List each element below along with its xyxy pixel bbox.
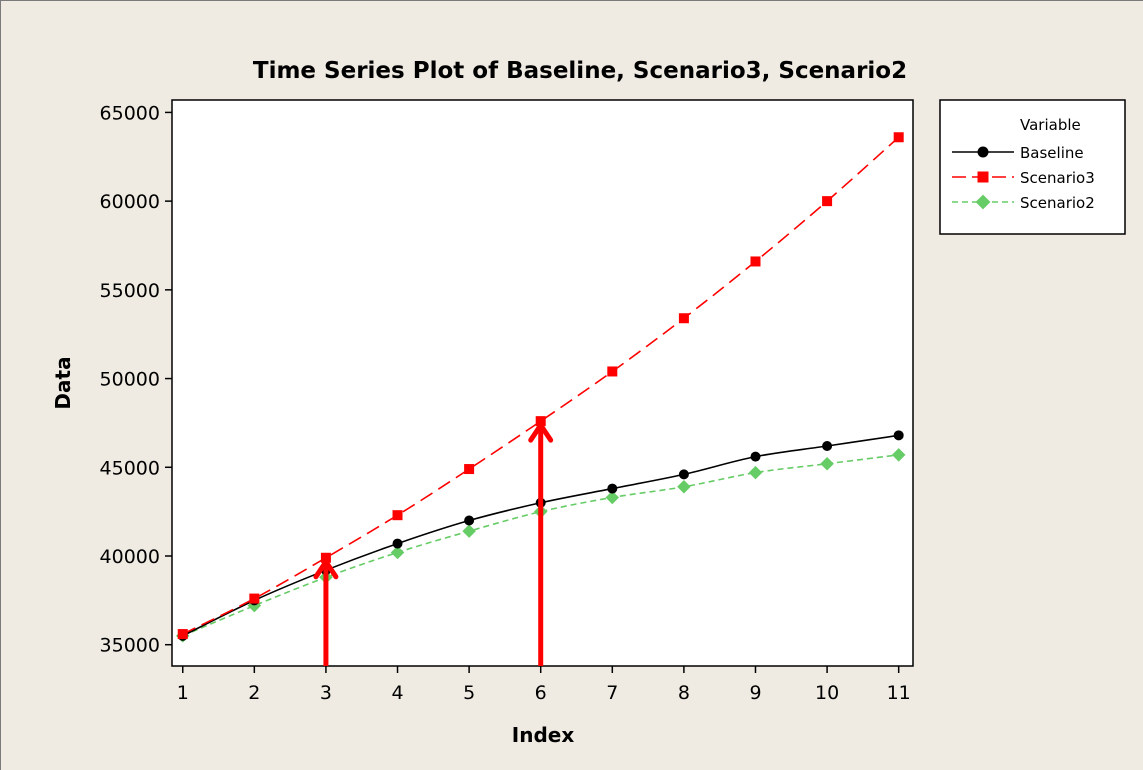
y-tick-label: 65000 [100,102,160,124]
data-point [893,430,904,441]
legend-item-baseline: Baseline [952,144,1084,162]
x-tick-label: 5 [463,682,475,704]
x-tick-label: 10 [815,682,839,704]
x-tick-label: 1 [177,682,189,704]
annotation-arrow [528,422,554,666]
data-point [607,483,618,494]
annotation-arrow [313,559,339,666]
x-tick-label: 4 [391,682,403,704]
x-axis: 1 2 3 4 5 6 7 8 9 10 11 [177,666,911,704]
legend-label: Scenario2 [1020,194,1095,212]
y-axis: 35000 40000 45000 50000 55000 60000 65000 [100,102,172,657]
data-point [390,545,405,560]
y-tick-label: 40000 [100,546,160,568]
legend-marker [975,194,991,210]
data-point [464,464,475,475]
data-point [677,480,691,494]
legend-label: Scenario3 [1020,169,1095,187]
series-line [182,136,900,635]
data-point [605,490,620,505]
data-point [750,451,761,462]
legend-item-scenario3: Scenario3 [952,169,1095,187]
y-tick-label: 35000 [100,635,160,657]
y-tick-label: 55000 [100,280,160,302]
x-tick-label: 3 [320,682,332,704]
arrow-head [313,559,339,580]
data-point [678,313,689,324]
x-axis-label: Index [512,723,575,747]
y-tick-label: 45000 [100,457,160,479]
x-tick-label: 8 [678,682,690,704]
data-point [320,552,331,563]
data-point [607,366,618,377]
x-tick-label: 11 [887,682,911,704]
y-tick-label: 60000 [100,191,160,213]
x-tick-label: 7 [606,682,618,704]
legend: Variable Baseline Scenario3 Scenario2 [939,99,1126,235]
data-point [820,456,834,471]
legend-box [939,99,1126,235]
legend-marker [977,146,989,158]
chart-title: Time Series Plot of Baseline, Scenario3,… [253,58,907,84]
data-point [535,416,546,427]
data-point [462,524,476,538]
legend-item-scenario2: Scenario2 [952,194,1095,212]
annotation-layer [313,422,554,666]
legend-title: Variable [1020,116,1081,134]
data-point [750,256,761,267]
data-point [392,538,403,549]
data-point [464,515,475,526]
data-point [893,132,904,143]
y-axis-label: Data [51,356,75,409]
data-point [177,629,188,640]
data-point [822,196,833,207]
x-tick-label: 2 [248,682,260,704]
data-point [822,440,833,451]
legend-marker [977,171,989,183]
y-tick-label: 50000 [100,369,160,391]
legend-items: Baseline Scenario3 Scenario2 [952,144,1095,212]
legend-label: Baseline [1020,144,1084,162]
series-line [182,454,899,637]
x-tick-label: 6 [535,682,547,704]
data-point [748,465,763,480]
data-point [392,510,403,521]
data-point [678,469,689,480]
x-tick-label: 9 [749,682,761,704]
data-point [891,448,906,462]
series-scenario3 [177,132,904,640]
data-point [249,593,260,604]
arrow-head [528,422,554,443]
